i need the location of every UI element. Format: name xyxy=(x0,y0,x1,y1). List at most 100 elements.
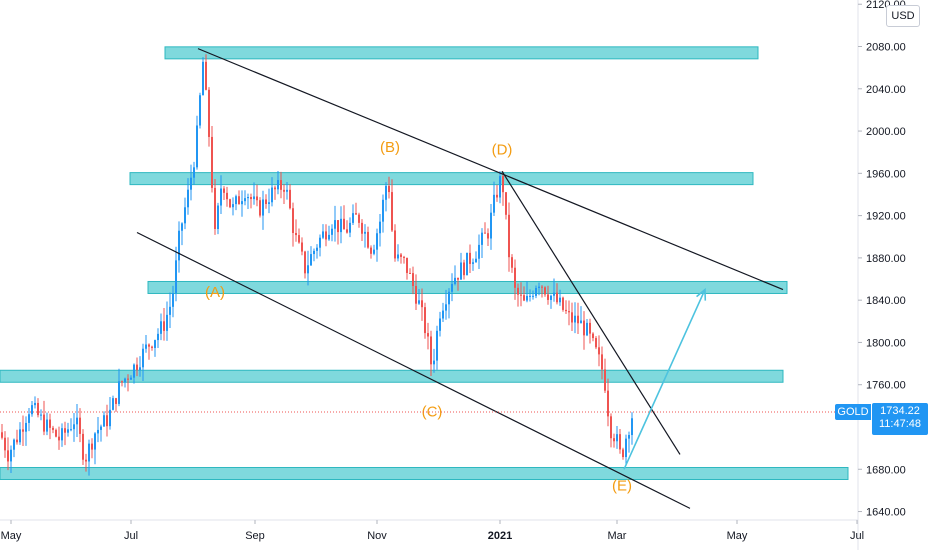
candle-body xyxy=(25,422,27,432)
candle-body xyxy=(211,136,213,188)
candle-body xyxy=(556,292,558,303)
y-tick-label: 1760.00 xyxy=(866,380,906,392)
candle-body xyxy=(196,125,198,168)
candle-body xyxy=(325,231,327,240)
candle-body xyxy=(610,416,612,439)
candle-body xyxy=(388,185,390,193)
candle-body xyxy=(352,213,354,223)
candle-body xyxy=(64,428,66,433)
candle-body xyxy=(82,433,84,460)
candle-body xyxy=(115,398,117,404)
candle-body xyxy=(562,297,564,310)
candle-body xyxy=(448,291,450,305)
upper-channel-line xyxy=(197,48,784,291)
candle-body xyxy=(250,197,252,200)
last-price-value: 1734.22 xyxy=(880,405,920,417)
candle-body xyxy=(361,222,363,234)
candle-body xyxy=(502,176,504,193)
candle-body xyxy=(484,232,486,234)
candle-body xyxy=(391,192,393,231)
candle-body xyxy=(223,188,225,193)
candle-body xyxy=(406,257,408,273)
candle-body xyxy=(532,295,534,297)
candle-body xyxy=(307,265,309,274)
candle-body xyxy=(445,304,447,311)
candle-body xyxy=(334,220,336,229)
candle-body xyxy=(523,295,525,301)
candle-body xyxy=(22,429,24,432)
candle-body xyxy=(241,201,243,205)
candle-body xyxy=(349,222,351,233)
candle-body xyxy=(493,194,495,213)
candle-body xyxy=(547,294,549,300)
candle-body xyxy=(541,286,543,288)
candle-body xyxy=(613,438,615,442)
candle-body xyxy=(568,311,570,313)
candle-body xyxy=(271,187,273,203)
y-axis[interactable]: 2120.00 2080.00 2040.00 2000.00 1960.00 1920.… xyxy=(858,0,906,519)
candle-body xyxy=(424,307,426,334)
candle-body xyxy=(85,459,87,462)
candle-body xyxy=(265,199,267,205)
candle-body xyxy=(187,189,189,208)
candle-body xyxy=(451,283,453,292)
candle-body xyxy=(481,232,483,245)
candlestick-series xyxy=(1,54,633,476)
x-axis[interactable]: May Jul Sep Nov 2021 Mar May Jul xyxy=(1,520,864,542)
candle-body xyxy=(520,294,522,296)
candle-body xyxy=(418,300,420,304)
candle-body xyxy=(229,199,231,208)
candle-body xyxy=(631,418,633,436)
candle-body xyxy=(517,287,519,295)
candle-body xyxy=(478,244,480,259)
candle-body xyxy=(565,309,567,312)
wave-label: (D) xyxy=(492,141,513,158)
candle-body xyxy=(46,419,48,432)
candle-body xyxy=(199,95,201,126)
candle-body xyxy=(421,300,423,308)
zone-1 xyxy=(129,172,754,186)
candle-body xyxy=(112,398,114,410)
candle-body xyxy=(343,218,345,230)
candle-body xyxy=(316,247,318,251)
currency-badge[interactable]: USD xyxy=(886,5,920,27)
candle-body xyxy=(514,267,516,288)
y-tick-label: 1920.00 xyxy=(866,211,906,223)
candle-body xyxy=(160,321,162,334)
candle-body xyxy=(166,314,168,331)
y-tick-label: 2040.00 xyxy=(866,84,906,96)
candle-body xyxy=(49,419,51,428)
x-tick-label: May xyxy=(727,530,748,542)
candle-body xyxy=(430,336,432,365)
candle-body xyxy=(163,321,165,331)
candle-body xyxy=(97,429,99,434)
candle-body xyxy=(298,235,300,243)
zone-3 xyxy=(0,369,784,383)
candle-body xyxy=(34,402,36,406)
y-tick-label: 1880.00 xyxy=(866,253,906,265)
candle-body xyxy=(28,414,30,423)
candle-body xyxy=(292,208,294,233)
candle-body xyxy=(43,414,45,432)
candle-body xyxy=(463,262,465,276)
candle-body xyxy=(268,202,270,205)
y-tick-label: 1680.00 xyxy=(866,464,906,476)
candle-body xyxy=(376,233,378,250)
candle-body xyxy=(208,89,210,137)
candle-body xyxy=(415,285,417,304)
candle-body xyxy=(148,344,150,347)
candle-body xyxy=(544,287,546,295)
candle-body xyxy=(496,194,498,198)
trend-lines xyxy=(136,48,784,509)
candle-body xyxy=(619,434,621,450)
candle-body xyxy=(364,231,366,234)
candle-body xyxy=(217,205,219,229)
candle-body xyxy=(280,180,282,190)
candle-body xyxy=(118,381,120,404)
candle-body xyxy=(124,378,126,383)
candle-body xyxy=(247,197,249,199)
wave-labels: (A)(B)(C)(D)(E) xyxy=(205,139,632,494)
candle-body xyxy=(331,228,333,235)
candle-body xyxy=(601,354,603,370)
